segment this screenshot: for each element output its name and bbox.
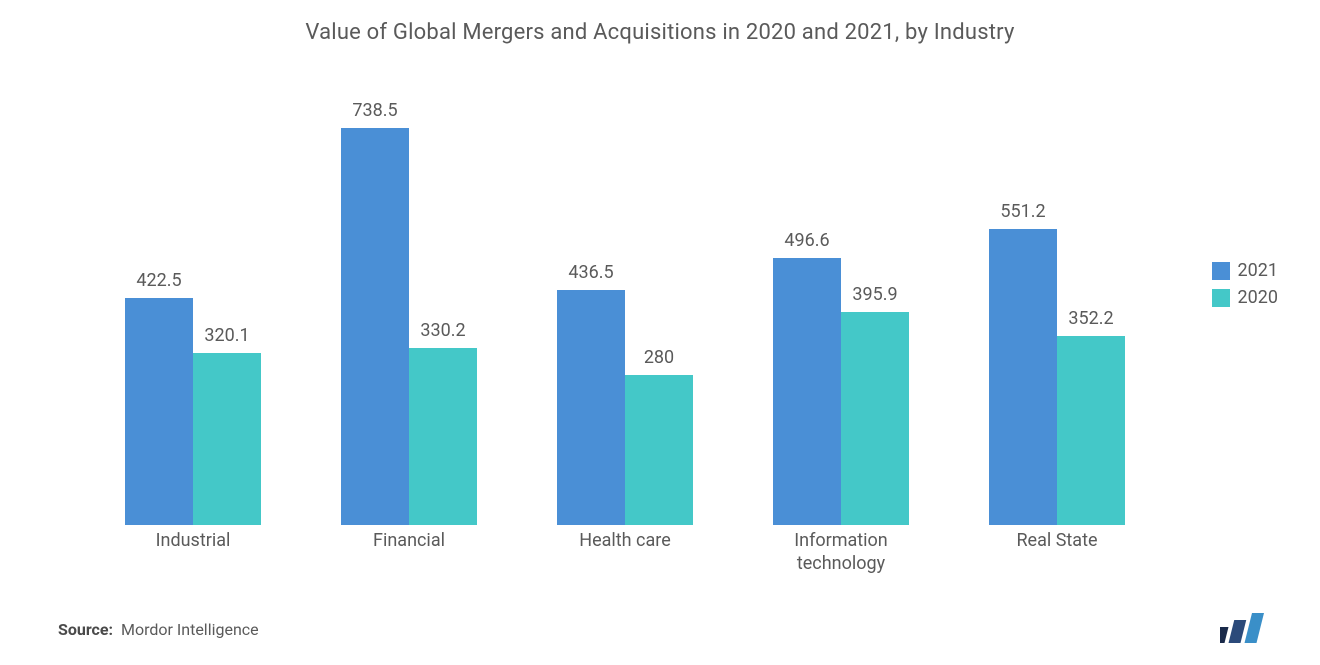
bar-value-label: 551.2 [989, 201, 1057, 222]
x-axis-labels: Industrial Financial Health care Informatio… [80, 530, 1160, 590]
logo-bar-3 [1245, 613, 1264, 643]
bar-value-label: 496.6 [773, 230, 841, 251]
bar: 496.6 [773, 258, 841, 525]
bar-value-label: 280 [625, 347, 693, 368]
bar: 352.2 [1057, 336, 1125, 525]
brand-logo [1220, 613, 1272, 643]
legend-label: 2020 [1238, 287, 1278, 308]
plot-area: 422.5320.1738.5330.2436.5280496.6395.955… [80, 95, 1160, 525]
source-label: Source: [58, 620, 113, 639]
x-axis-label: Financial [324, 530, 494, 553]
legend-item: 2020 [1212, 287, 1278, 308]
bar-value-label: 320.1 [193, 325, 261, 346]
bar: 330.2 [409, 348, 477, 525]
bar: 551.2 [989, 229, 1057, 525]
bar-value-label: 738.5 [341, 100, 409, 121]
x-axis-label: Industrial [108, 530, 278, 553]
legend-swatch [1212, 289, 1230, 307]
source-attribution: Source: Mordor Intelligence [58, 620, 259, 639]
bar: 422.5 [125, 298, 193, 525]
x-axis-label: Information technology [756, 530, 926, 575]
x-axis-label: Real State [972, 530, 1142, 553]
bar: 738.5 [341, 128, 409, 525]
bar-pair: 738.5330.2 [341, 128, 477, 525]
bar-value-label: 352.2 [1057, 308, 1125, 329]
bar-pair: 551.2352.2 [989, 229, 1125, 525]
bar-value-label: 395.9 [841, 284, 909, 305]
legend-label: 2021 [1238, 260, 1278, 281]
legend-item: 2021 [1212, 260, 1278, 281]
bar: 280 [625, 375, 693, 526]
chart-area: 422.5320.1738.5330.2436.5280496.6395.955… [80, 95, 1160, 525]
logo-bar-1 [1220, 627, 1229, 643]
bar-value-label: 330.2 [409, 320, 477, 341]
bar: 320.1 [193, 353, 261, 525]
bar-value-label: 422.5 [125, 270, 193, 291]
bar: 395.9 [841, 312, 909, 525]
bar-pair: 422.5320.1 [125, 298, 261, 525]
bar-value-label: 436.5 [557, 262, 625, 283]
legend: 2021 2020 [1212, 260, 1278, 314]
chart-title: Value of Global Mergers and Acquisitions… [0, 0, 1320, 45]
logo-bar-2 [1229, 620, 1247, 643]
source-value: Mordor Intelligence [121, 620, 259, 639]
legend-swatch [1212, 262, 1230, 280]
bar-pair: 496.6395.9 [773, 258, 909, 525]
bar: 436.5 [557, 290, 625, 525]
bar-pair: 436.5280 [557, 290, 693, 525]
x-axis-label: Health care [540, 530, 710, 553]
